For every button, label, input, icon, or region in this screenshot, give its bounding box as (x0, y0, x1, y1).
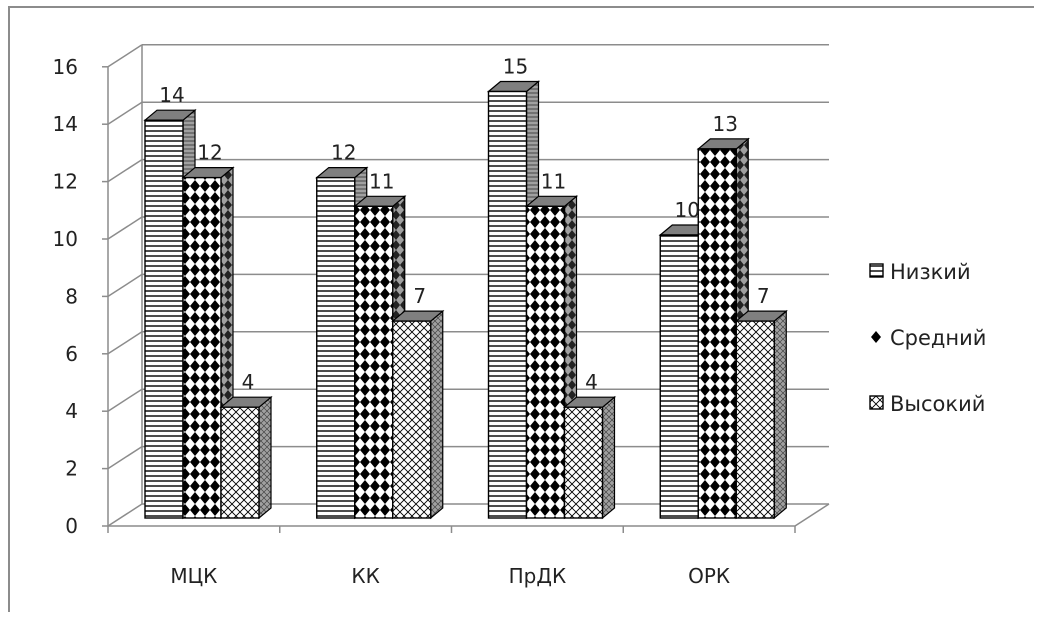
gridline-depth (107, 331, 143, 355)
y-tick-label: 4 (65, 399, 78, 423)
gridline-depth (107, 101, 143, 125)
bar (182, 176, 222, 519)
legend-swatch (871, 331, 881, 343)
data-label: 13 (713, 112, 738, 136)
bar (316, 176, 356, 519)
data-label: 12 (197, 141, 222, 165)
bar-side (258, 395, 272, 520)
legend-swatch (869, 263, 884, 278)
y-tick-label: 10 (53, 227, 78, 251)
data-label: 7 (413, 284, 426, 308)
x-tick-label: ОРК (688, 564, 730, 588)
x-tick-label: МЦК (170, 564, 217, 588)
gridline-depth (107, 158, 143, 183)
legend-label: Низкий (890, 260, 971, 284)
y-tick-label: 8 (65, 284, 78, 308)
data-label: 12 (331, 141, 356, 165)
data-label: 11 (541, 169, 566, 193)
bar (659, 234, 699, 519)
bar (563, 406, 604, 519)
data-label: 11 (369, 169, 394, 193)
bar-side (773, 309, 787, 520)
y-tick-label: 16 (53, 55, 78, 79)
x-tick-label: ПрДК (509, 564, 567, 588)
bar (392, 320, 432, 519)
data-label: 7 (757, 284, 770, 308)
bar (487, 90, 528, 519)
legend-swatch (869, 395, 884, 410)
bar (525, 205, 566, 519)
gridline-depth (107, 445, 143, 470)
y-tick-label: 0 (65, 514, 78, 538)
bar (697, 148, 737, 519)
data-label: 14 (159, 83, 184, 107)
bar (144, 119, 184, 519)
y-tick-label: 6 (65, 342, 78, 366)
bar (354, 205, 394, 519)
gridline-depth (107, 273, 143, 298)
legend-label: Высокий (890, 392, 985, 416)
data-label: 10 (675, 198, 700, 222)
gridline-depth (107, 388, 143, 412)
bar (735, 320, 775, 519)
y-tick-label: 14 (53, 112, 78, 136)
x-tick-label: КК (351, 564, 379, 588)
y-tick-label: 12 (53, 170, 78, 194)
gridline-depth (107, 503, 143, 527)
bar (220, 406, 260, 519)
y-tick-label: 2 (65, 457, 78, 481)
bar-side (601, 395, 616, 520)
gridline-depth (107, 216, 143, 240)
gridline-depth (107, 44, 143, 68)
data-label: 4 (242, 370, 255, 394)
bar-side (430, 309, 444, 520)
legend-label: Средний (890, 326, 986, 350)
data-label: 4 (585, 370, 598, 394)
data-label: 15 (503, 55, 528, 79)
